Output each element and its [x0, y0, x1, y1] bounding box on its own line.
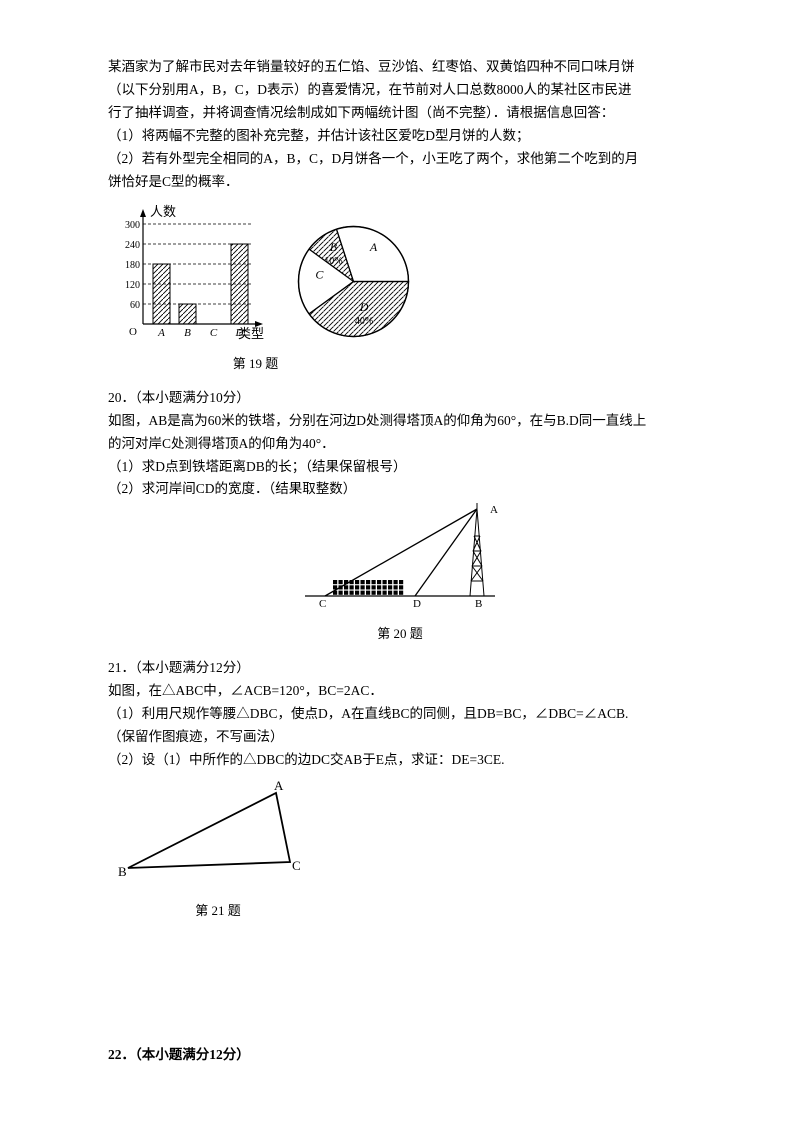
svg-text:60: 60	[130, 300, 140, 311]
svg-text:300: 300	[125, 220, 140, 231]
q21-part1-l1: （1）利用尺规作等腰△DBC，使点D，A在直线BC的同侧，且DB=BC，∠DBC…	[108, 703, 692, 726]
svg-text:B: B	[475, 598, 482, 610]
q22-header: 22．（本小题满分12分）	[108, 1044, 692, 1067]
q20-l2: 的河对岸C处测得塔顶A的仰角为40°．	[108, 433, 692, 456]
q20-part2: （2）求河岸间CD的宽度．（结果取整数）	[108, 478, 692, 501]
y-axis-label: 人数	[150, 204, 176, 219]
svg-text:D: D	[413, 598, 421, 610]
x-axis-label: 类型	[238, 326, 264, 341]
svg-text:B: B	[184, 327, 191, 339]
q21-part1-l2: （保留作图痕迹，不写画法）	[108, 726, 692, 749]
q21-figure-block: B C A 第 21 题	[108, 778, 692, 922]
q19-intro-l1: 某酒家为了解市民对去年销量较好的五仁馅、豆沙馅、红枣馅、双黄馅四种不同口味月饼	[108, 56, 692, 79]
q19-bar-chart: 60120180240300 ABCD 人数 类型 O	[108, 204, 268, 349]
svg-text:A: A	[369, 240, 378, 254]
q21-l1: 如图，在△ABC中，∠ACB=120°，BC=2AC．	[108, 680, 692, 703]
q21-header: 21．（本小题满分12分）	[108, 657, 692, 680]
q20-caption: 第 20 题	[108, 623, 692, 645]
q20-figure: A C D B	[295, 501, 505, 611]
svg-text:120: 120	[125, 280, 140, 291]
q19-part2-l2: 饼恰好是C型的概率．	[108, 171, 692, 194]
q19-caption: 第 19 题	[108, 353, 403, 375]
q21-part2: （2）设（1）中所作的△DBC的边DC交AB于E点，求证：DE=3CE.	[108, 749, 692, 772]
svg-text:180: 180	[125, 260, 140, 271]
q19-part2-l1: （2）若有外型完全相同的A，B，C，D月饼各一个，小王吃了两个，求他第二个吃到的…	[108, 148, 692, 171]
svg-text:C: C	[210, 327, 218, 339]
svg-text:B: B	[330, 240, 338, 254]
svg-text:40%: 40%	[355, 316, 373, 327]
q20-part1: （1）求D点到铁塔距离DB的长；（结果保留根号）	[108, 456, 692, 479]
svg-text:O: O	[129, 326, 137, 338]
q19-figures: 60120180240300 ABCD 人数 类型 O AB10%CD40%	[108, 204, 692, 349]
q20-header: 20．（本小题满分10分）	[108, 387, 692, 410]
q21-caption: 第 21 题	[108, 900, 328, 922]
svg-text:A: A	[157, 327, 165, 339]
svg-text:C: C	[292, 858, 301, 873]
q20-figure-block: A C D B 第 20 题	[108, 501, 692, 645]
exam-page: 某酒家为了解市民对去年销量较好的五仁馅、豆沙馅、红枣馅、双黄馅四种不同口味月饼 …	[0, 0, 800, 1107]
svg-text:240: 240	[125, 240, 140, 251]
svg-text:B: B	[118, 864, 127, 879]
q19-intro-l2: （以下分别用A，B，C，D表示）的喜爱情况，在节前对人口总数8000人的某社区市…	[108, 79, 692, 102]
q19-intro-l3: 行了抽样调查，并将调查情况绘制成如下两幅统计图（尚不完整）．请根据信息回答：	[108, 102, 692, 125]
svg-text:A: A	[490, 504, 498, 516]
q19-pie-chart: AB10%CD40%	[286, 214, 421, 349]
svg-text:C: C	[315, 267, 324, 281]
svg-text:D: D	[359, 300, 369, 314]
spacer	[108, 934, 692, 1044]
q21-figure: B C A	[108, 778, 328, 888]
q20-l1: 如图，AB是高为60米的铁塔，分别在河边D处测得塔顶A的仰角为60°，在与B.D…	[108, 410, 692, 433]
svg-text:C: C	[319, 598, 326, 610]
q19-part1: （1）将两幅不完整的图补充完整，并估计该社区爱吃D型月饼的人数；	[108, 125, 692, 148]
svg-text:A: A	[274, 778, 284, 793]
